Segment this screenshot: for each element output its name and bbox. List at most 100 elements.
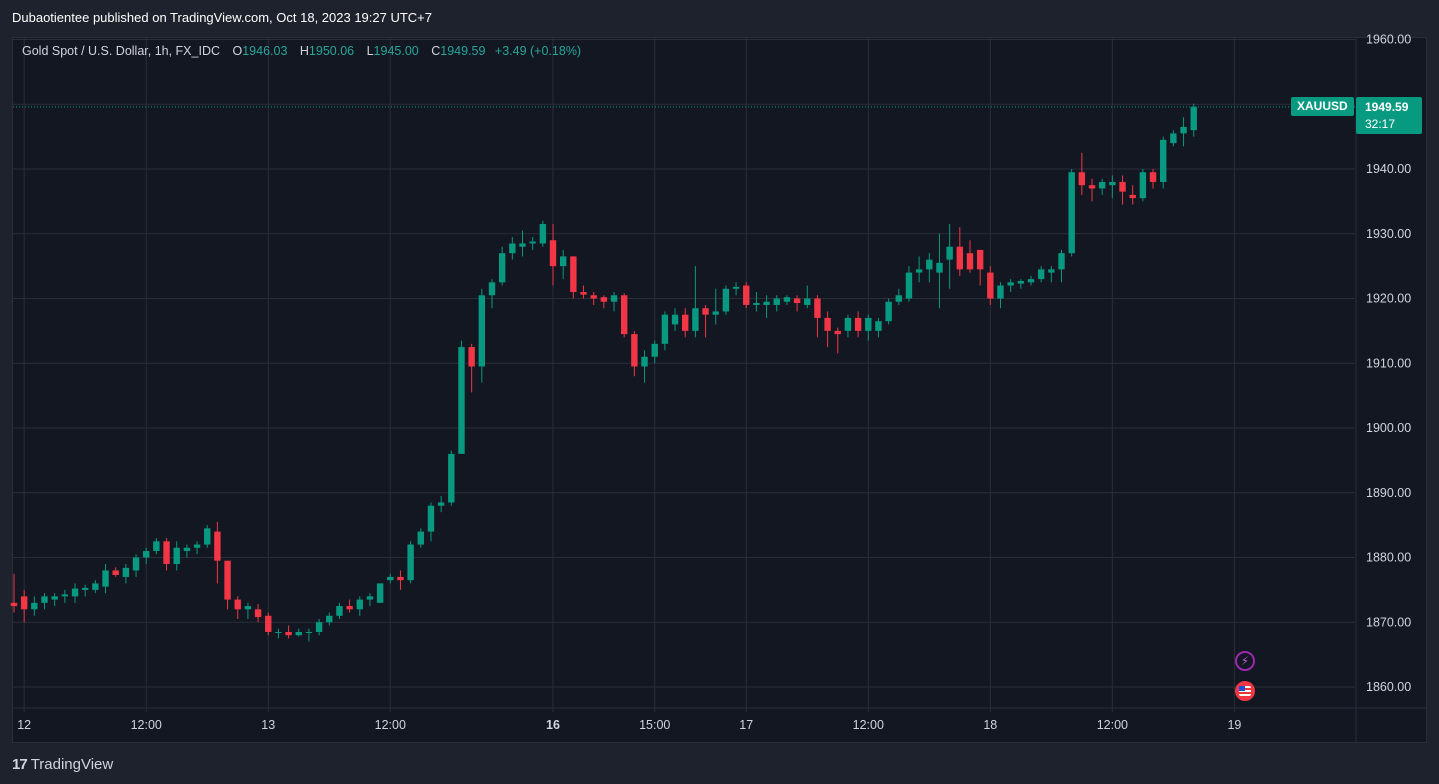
candle-body xyxy=(336,606,343,616)
x-tick-label: 19 xyxy=(1227,718,1241,732)
candle xyxy=(315,619,323,636)
candle-body xyxy=(224,560,231,600)
candle xyxy=(1160,136,1167,189)
candle-body xyxy=(621,295,628,335)
chart-frame[interactable] xyxy=(12,37,1427,743)
candle-body xyxy=(1068,172,1075,254)
candle-body xyxy=(722,288,730,312)
candle xyxy=(804,285,811,309)
candle xyxy=(346,599,353,613)
candle-body xyxy=(834,330,841,335)
candle xyxy=(1119,175,1126,205)
candle-body xyxy=(1180,126,1187,134)
candle xyxy=(1088,178,1096,202)
candle-body xyxy=(1149,172,1157,182)
candle xyxy=(366,593,374,607)
candle-body xyxy=(71,588,79,597)
legend-close-value: 1949.59 xyxy=(440,44,486,58)
candle xyxy=(732,282,740,296)
candle xyxy=(783,295,791,305)
candle-body xyxy=(458,347,465,454)
candle-body xyxy=(102,570,109,587)
candle xyxy=(356,596,363,616)
candle xyxy=(204,525,211,548)
candle xyxy=(498,246,506,286)
candle xyxy=(376,583,384,603)
candle-body xyxy=(702,308,709,315)
candle xyxy=(793,295,801,312)
x-tick-label: 12:00 xyxy=(131,718,162,732)
candle-body xyxy=(295,631,302,636)
candle-body xyxy=(305,631,313,633)
y-tick-label: 1890.00 xyxy=(1366,486,1411,500)
candle-body xyxy=(112,570,119,575)
legend-open-label: O xyxy=(232,44,243,58)
candle-body xyxy=(204,528,211,545)
candle-body xyxy=(376,583,384,603)
y-tick-label: 1900.00 xyxy=(1366,421,1411,435)
candle xyxy=(234,596,241,620)
candle-body xyxy=(132,557,140,571)
tradingview-logo[interactable]: 17 TradingView xyxy=(12,754,113,774)
candle xyxy=(295,628,302,637)
candle-body xyxy=(1098,181,1106,189)
candle-body xyxy=(143,551,150,558)
candle xyxy=(1058,249,1065,283)
candle xyxy=(926,253,933,283)
candle xyxy=(987,266,994,305)
candle xyxy=(458,340,465,454)
candle xyxy=(1170,130,1177,147)
candle-body xyxy=(478,295,486,367)
candle xyxy=(10,573,18,613)
candle-body xyxy=(641,356,648,367)
candle xyxy=(1139,169,1147,202)
chart-legend: Gold Spot / U.S. Dollar, 1h, FX_IDC O194… xyxy=(22,44,581,58)
candle xyxy=(1180,117,1187,147)
candle-body xyxy=(610,295,618,302)
candle-body xyxy=(275,631,282,633)
candle-body xyxy=(173,547,180,564)
candle-body xyxy=(1139,172,1147,199)
candle-body xyxy=(122,567,130,577)
candle-body xyxy=(773,298,780,305)
candle-body xyxy=(81,587,89,590)
candle-body xyxy=(976,249,984,270)
candle-body xyxy=(753,303,760,305)
candle-body xyxy=(529,241,536,244)
candle-body xyxy=(895,295,902,302)
y-tick-label: 1920.00 xyxy=(1366,292,1411,306)
candle-body xyxy=(356,599,363,610)
us-flag-icon[interactable] xyxy=(1235,681,1255,701)
x-tick-label: 17 xyxy=(739,718,753,732)
candle xyxy=(946,224,953,289)
candle xyxy=(143,547,150,564)
candle xyxy=(631,330,638,377)
candle xyxy=(305,628,313,642)
candle xyxy=(854,311,862,338)
candle xyxy=(966,240,974,273)
lightning-icon[interactable]: ⚡ xyxy=(1235,651,1255,671)
candle-body xyxy=(407,544,414,581)
candle xyxy=(102,563,109,594)
candle-body xyxy=(1058,253,1065,270)
candle-body xyxy=(1170,133,1177,144)
x-tick-label: 15:00 xyxy=(639,718,670,732)
candle xyxy=(895,288,902,305)
candle xyxy=(265,612,272,636)
x-tick-label: 12:00 xyxy=(375,718,406,732)
candle-body xyxy=(936,262,943,273)
x-tick-label: 12:00 xyxy=(1097,718,1128,732)
candle-body xyxy=(387,576,394,581)
candle xyxy=(336,602,343,620)
candle-body xyxy=(1017,281,1025,284)
candle-body xyxy=(448,453,455,503)
candle xyxy=(20,589,28,623)
candle xyxy=(641,350,648,383)
top-bar: Dubaotientee published on TradingView.co… xyxy=(0,0,1439,36)
candle-body xyxy=(692,308,699,331)
candle xyxy=(722,285,730,315)
candle-body xyxy=(590,295,597,299)
candle-body xyxy=(631,334,638,367)
candle xyxy=(824,311,831,348)
